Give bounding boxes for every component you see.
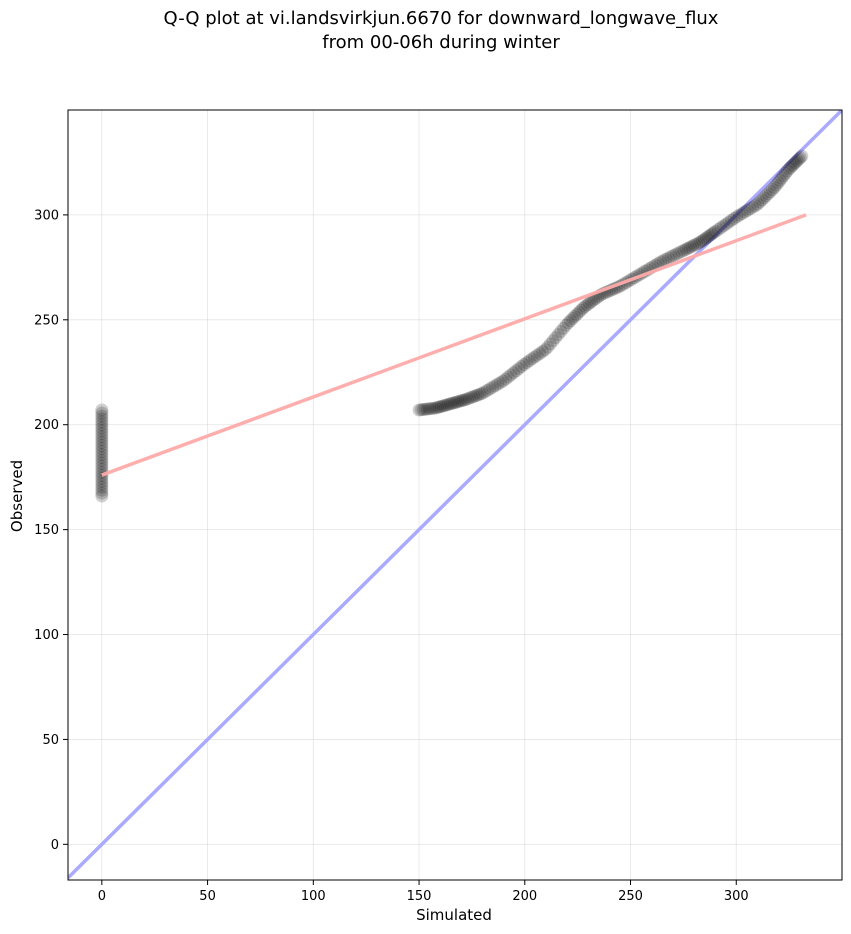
x-tick-label-0: 0 [98,889,106,904]
point [95,404,108,417]
y-tick-label-250: 250 [34,313,59,328]
chart-title-line-1: Q-Q plot at vi.landsvirkjun.6670 for dow… [164,8,719,29]
x-tick-label-250: 250 [618,889,643,904]
x-tick-label-100: 100 [301,889,326,904]
y-tick-label-150: 150 [34,523,59,538]
y-tick-label-200: 200 [34,418,59,433]
x-tick-label-50: 50 [199,889,216,904]
chart-title-line-2: from 00-06h during winter [322,32,560,53]
plot-content [68,110,842,878]
y-axis-label: Observed [8,460,26,532]
y-tick-label-50: 50 [42,733,59,748]
y-tick-label-100: 100 [34,628,59,643]
x-tick-label-300: 300 [724,889,749,904]
point [795,150,808,163]
scatter-points [95,150,808,503]
x-axis-label: Simulated [416,906,492,924]
y-tick-label-0: 0 [51,838,59,853]
y-tick-label-300: 300 [34,208,59,223]
x-tick-label-150: 150 [407,889,432,904]
x-tick-label-200: 200 [512,889,537,904]
